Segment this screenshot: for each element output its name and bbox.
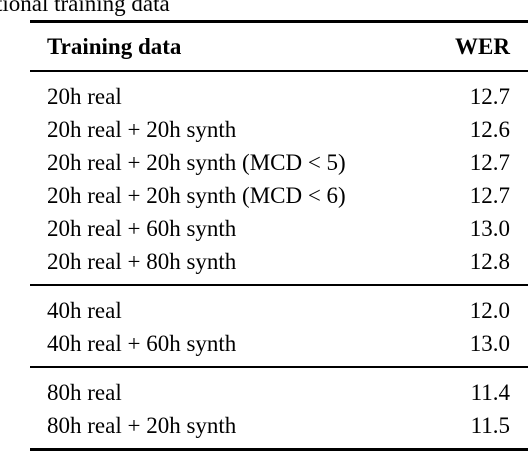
top-rule: [30, 20, 528, 23]
row-wer: 13.0: [469, 215, 510, 241]
row-label: 80h real: [47, 379, 122, 405]
row-label: 20h real + 20h synth (MCD < 5): [47, 149, 346, 175]
table-caption: tional training data: [0, 0, 170, 16]
header-training-data: Training data: [47, 33, 182, 59]
table-row: 20h real 12.7: [30, 80, 528, 113]
table-header: Training data WER: [30, 23, 528, 70]
header-rule: [30, 70, 528, 72]
table-row: 40h real + 60h synth 13.0: [30, 327, 528, 360]
table-row: 20h real + 20h synth 12.6: [30, 113, 528, 146]
table-row: 20h real + 60h synth 13.0: [30, 212, 528, 245]
row-label: 80h real + 20h synth: [47, 412, 237, 438]
row-label: 20h real + 20h synth (MCD < 6): [47, 182, 346, 208]
group-divider: [30, 366, 528, 368]
table-row: 20h real + 20h synth (MCD < 5) 12.7: [30, 146, 528, 179]
row-wer: 11.5: [470, 412, 510, 438]
table-row: 40h real 12.0: [30, 294, 528, 327]
row-wer: 12.0: [469, 297, 510, 323]
row-label: 40h real + 60h synth: [47, 330, 237, 356]
table-row: 80h real + 20h synth 11.5: [30, 409, 528, 442]
header-wer: WER: [455, 33, 510, 59]
table-row: 20h real + 20h synth (MCD < 6) 12.7: [30, 179, 528, 212]
results-table: Training data WER 20h real 12.7 20h real…: [30, 20, 528, 451]
group-80h: 80h real 11.4 80h real + 20h synth 11.5: [30, 368, 528, 448]
group-divider: [30, 284, 528, 286]
row-wer: 12.7: [469, 182, 510, 208]
row-label: 20h real + 60h synth: [47, 215, 237, 241]
row-wer: 13.0: [469, 330, 510, 356]
row-wer: 12.7: [469, 83, 510, 109]
table-row: 20h real + 80h synth 12.8: [30, 245, 528, 278]
group-40h: 40h real 12.0 40h real + 60h synth 13.0: [30, 286, 528, 366]
row-label: 20h real + 80h synth: [47, 248, 237, 274]
row-wer: 12.7: [469, 149, 510, 175]
table-row: 80h real 11.4: [30, 376, 528, 409]
group-20h: 20h real 12.7 20h real + 20h synth 12.6 …: [30, 72, 528, 284]
row-label: 20h real: [47, 83, 122, 109]
row-wer: 12.8: [469, 248, 510, 274]
row-label: 40h real: [47, 297, 122, 323]
row-label: 20h real + 20h synth: [47, 116, 237, 142]
row-wer: 11.4: [470, 379, 510, 405]
row-wer: 12.6: [469, 116, 510, 142]
